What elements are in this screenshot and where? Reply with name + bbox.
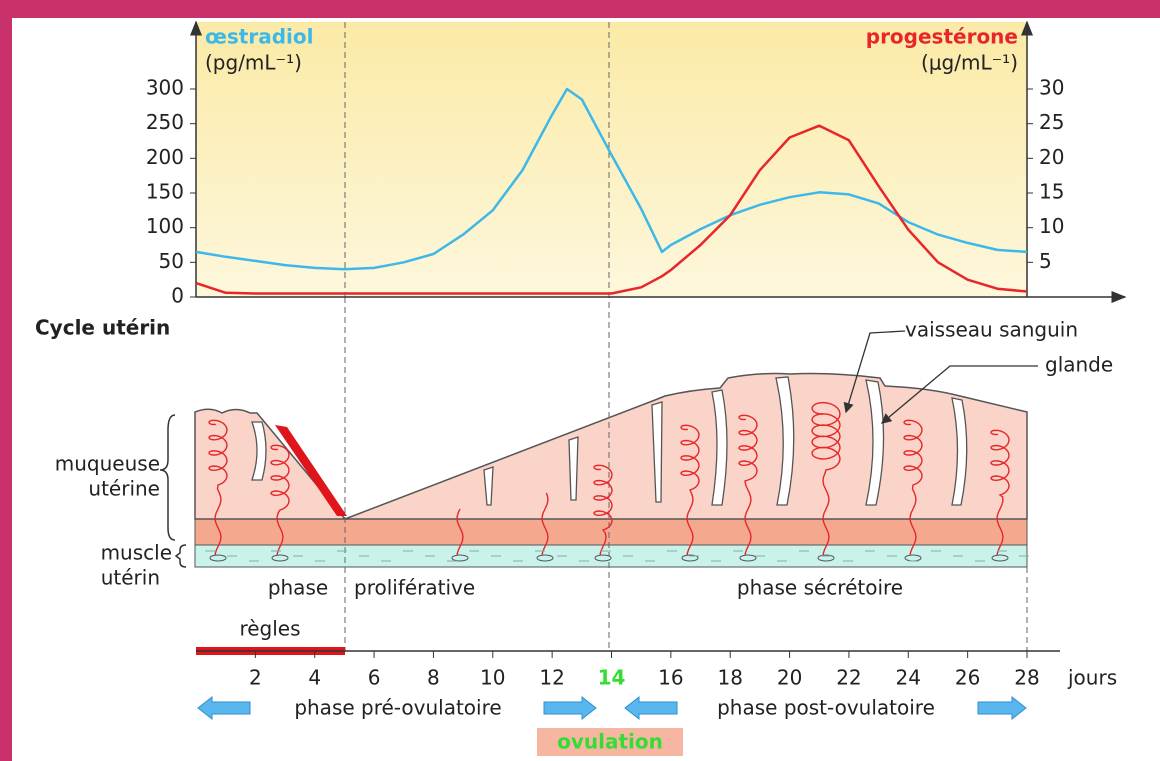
section-title: Cycle utérin bbox=[35, 316, 170, 340]
y-tick-label: 150 bbox=[146, 180, 184, 204]
y2-tick-label: 10 bbox=[1039, 214, 1064, 238]
callout-line bbox=[881, 365, 1038, 424]
x-tick-label: 18 bbox=[717, 666, 742, 690]
x-axis-title: jours bbox=[1067, 666, 1117, 690]
period-label: phase post-ovulatoire bbox=[717, 696, 935, 720]
muscle-layer bbox=[194, 544, 1028, 568]
x-tick-label: 12 bbox=[539, 666, 564, 690]
x-tick-label: 2 bbox=[249, 666, 262, 690]
y2-tick-label: 30 bbox=[1039, 76, 1064, 100]
y-axis-unit: (pg/mL⁻¹) bbox=[205, 51, 302, 75]
vessel bbox=[738, 414, 758, 558]
vessel-base bbox=[209, 554, 227, 562]
layer-label: muqueuse bbox=[55, 452, 160, 476]
vessel bbox=[541, 492, 549, 558]
callout: vaisseau sanguin bbox=[905, 318, 1078, 342]
x-tick-label: 22 bbox=[836, 666, 861, 690]
y2-tick-label: 20 bbox=[1039, 145, 1064, 169]
y2-tick-label: 25 bbox=[1039, 110, 1064, 134]
x-tick-label: 16 bbox=[658, 666, 683, 690]
layer-label: utérine bbox=[88, 477, 160, 501]
vessel bbox=[903, 419, 923, 558]
event-label: ovulation bbox=[557, 730, 663, 754]
vessel-base bbox=[991, 554, 1009, 562]
y-tick-label: 50 bbox=[159, 249, 184, 273]
vessel bbox=[456, 508, 464, 558]
x-tick-label: 6 bbox=[368, 666, 381, 690]
mucosa-brace bbox=[159, 414, 176, 541]
glands bbox=[251, 376, 968, 506]
vessel-base bbox=[904, 554, 922, 562]
x-tick-label: 26 bbox=[955, 666, 980, 690]
frame-left bbox=[0, 0, 12, 761]
x-tick-label: 20 bbox=[777, 666, 802, 690]
phase-label: proliférative bbox=[354, 576, 475, 600]
y2-axis-unit: (μg/mL⁻¹) bbox=[921, 51, 1018, 75]
y-axis-title: œstradiol bbox=[205, 25, 313, 49]
x-tick-label: 14 bbox=[598, 666, 626, 690]
period-label: phase pré-ovulatoire bbox=[294, 696, 501, 720]
y-tick-label: 200 bbox=[146, 145, 184, 169]
series-line bbox=[195, 87, 1028, 271]
vessel-base bbox=[594, 554, 612, 562]
series-line bbox=[195, 124, 1028, 295]
vessel-base bbox=[739, 554, 757, 562]
vessel bbox=[811, 401, 841, 558]
phase-label: phase sécrétoire bbox=[737, 576, 903, 600]
blood-vessels bbox=[208, 401, 1010, 558]
vessel bbox=[208, 419, 228, 558]
x-tick-label: 28 bbox=[1014, 666, 1039, 690]
frame-top bbox=[0, 0, 1160, 18]
hormone-chart: œstradiol (pg/mL⁻¹) progestérone (μg/mL⁻… bbox=[205, 25, 1018, 75]
vessel bbox=[270, 444, 290, 558]
muscle-brace bbox=[174, 544, 187, 568]
phase-label: phase bbox=[268, 576, 328, 600]
layer-label: muscle bbox=[101, 541, 172, 565]
x-tick-label: 24 bbox=[896, 666, 921, 690]
muscle-fibres bbox=[205, 550, 1029, 562]
x-tick-label: 8 bbox=[427, 666, 440, 690]
y-tick-label: 0 bbox=[171, 284, 184, 308]
layer-label: utérin bbox=[101, 566, 160, 590]
y-tick-label: 250 bbox=[146, 110, 184, 134]
plot-background bbox=[196, 22, 1027, 297]
mucosa-left bbox=[194, 408, 347, 520]
menses-label: règles bbox=[239, 617, 300, 641]
vessel-base bbox=[536, 554, 554, 562]
y-tick-label: 300 bbox=[146, 76, 184, 100]
event-box bbox=[537, 728, 683, 756]
y2-axis-title: progestérone bbox=[866, 25, 1018, 49]
x-tick-label: 4 bbox=[308, 666, 321, 690]
vessel bbox=[593, 464, 613, 558]
vessel bbox=[990, 429, 1010, 558]
y2-tick-label: 15 bbox=[1039, 180, 1064, 204]
x-tick-label: 10 bbox=[480, 666, 505, 690]
shedding bbox=[275, 425, 347, 516]
vessel-base bbox=[271, 554, 289, 562]
period-arrows bbox=[197, 695, 1027, 721]
mucosa-right bbox=[344, 372, 1028, 520]
callout: glande bbox=[1045, 353, 1113, 377]
vessel bbox=[680, 424, 700, 558]
y2-tick-label: 5 bbox=[1039, 249, 1052, 273]
callout-line bbox=[843, 330, 906, 414]
vessel-base bbox=[451, 554, 469, 562]
y-tick-label: 100 bbox=[146, 214, 184, 238]
